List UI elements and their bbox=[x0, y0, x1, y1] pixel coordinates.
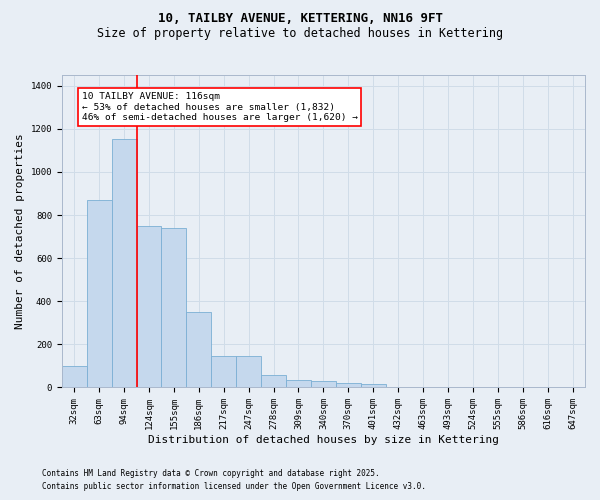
Bar bbox=[286, 380, 311, 388]
Bar bbox=[336, 383, 361, 388]
Bar bbox=[112, 138, 137, 388]
Bar bbox=[62, 366, 86, 388]
Bar bbox=[261, 374, 286, 388]
Bar bbox=[161, 228, 187, 388]
Text: Size of property relative to detached houses in Kettering: Size of property relative to detached ho… bbox=[97, 28, 503, 40]
Bar bbox=[236, 356, 261, 388]
Text: 10, TAILBY AVENUE, KETTERING, NN16 9FT: 10, TAILBY AVENUE, KETTERING, NN16 9FT bbox=[157, 12, 443, 26]
Bar bbox=[311, 382, 336, 388]
Text: 10 TAILBY AVENUE: 116sqm
← 53% of detached houses are smaller (1,832)
46% of sem: 10 TAILBY AVENUE: 116sqm ← 53% of detach… bbox=[82, 92, 358, 122]
Bar bbox=[187, 312, 211, 388]
Text: Contains public sector information licensed under the Open Government Licence v3: Contains public sector information licen… bbox=[42, 482, 426, 491]
Y-axis label: Number of detached properties: Number of detached properties bbox=[15, 134, 25, 329]
Bar bbox=[361, 384, 386, 388]
Bar bbox=[86, 200, 112, 388]
Bar bbox=[211, 356, 236, 388]
X-axis label: Distribution of detached houses by size in Kettering: Distribution of detached houses by size … bbox=[148, 435, 499, 445]
Bar bbox=[137, 226, 161, 388]
Text: Contains HM Land Registry data © Crown copyright and database right 2025.: Contains HM Land Registry data © Crown c… bbox=[42, 468, 380, 477]
